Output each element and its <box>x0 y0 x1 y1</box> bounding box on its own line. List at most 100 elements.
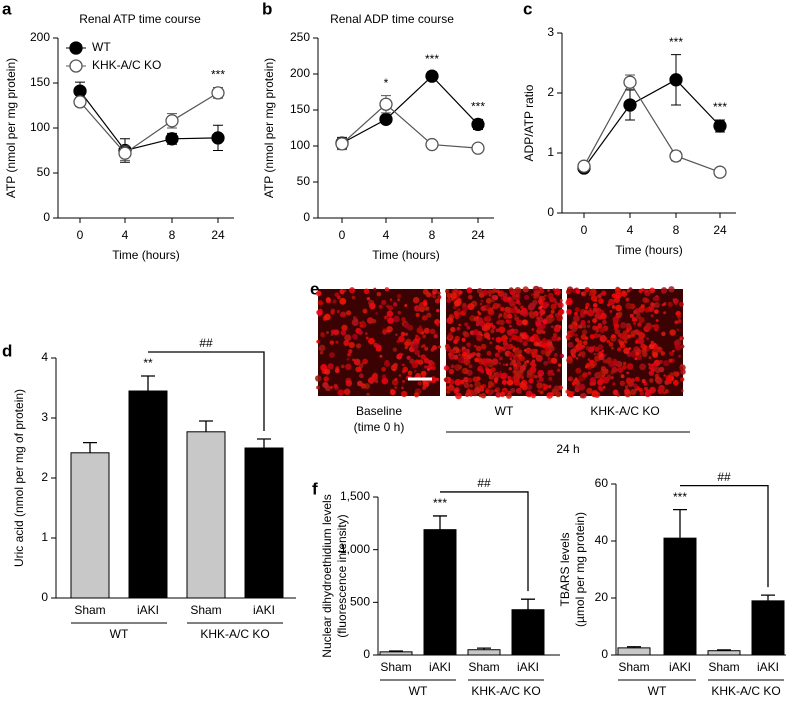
cell <box>332 299 337 304</box>
cell <box>598 323 603 328</box>
cell <box>497 315 501 319</box>
cell <box>533 336 540 342</box>
cell <box>480 369 485 374</box>
cell <box>453 349 456 353</box>
y-axis-label: ATP (nmol per mg protein) <box>4 58 18 198</box>
y-axis-label: ATP (nmol per mg protein) <box>262 58 276 198</box>
cell <box>454 314 460 320</box>
cell <box>589 362 596 369</box>
bar <box>707 650 741 656</box>
x-tick-label: Sham <box>74 603 105 617</box>
marker <box>577 159 591 173</box>
x-tick-label: 8 <box>673 223 680 237</box>
cell <box>454 364 462 371</box>
cell <box>669 372 674 377</box>
cell <box>357 367 362 372</box>
cell <box>663 391 666 395</box>
cell <box>600 312 607 320</box>
cell <box>501 379 507 385</box>
cell <box>464 392 470 398</box>
cell <box>566 297 573 305</box>
cell <box>643 386 648 391</box>
cell <box>523 335 528 340</box>
cell <box>648 343 655 350</box>
cell <box>425 365 428 369</box>
cell <box>479 320 486 327</box>
cell <box>594 347 600 352</box>
y-tick-label: 1,000 <box>340 542 370 556</box>
cell <box>625 377 633 385</box>
cell <box>627 334 632 339</box>
cell <box>633 383 639 389</box>
cell <box>653 323 660 331</box>
cell <box>592 325 598 331</box>
cell <box>654 296 660 302</box>
marker <box>379 112 393 127</box>
cell <box>403 322 410 329</box>
cell <box>453 299 461 307</box>
bar <box>186 431 226 599</box>
cell <box>569 393 574 398</box>
cell <box>665 374 673 382</box>
cell <box>476 288 483 294</box>
cell <box>384 287 390 292</box>
cell <box>531 393 536 399</box>
cell <box>444 343 450 349</box>
cell <box>611 346 614 350</box>
x-tick-label: 24 <box>713 223 727 237</box>
cell <box>386 329 390 333</box>
cell <box>579 312 585 318</box>
cell <box>448 368 455 375</box>
cell <box>422 288 429 295</box>
y-tick-label: 0 <box>303 210 310 224</box>
bar <box>617 647 651 656</box>
cell <box>419 325 423 329</box>
error-bar <box>83 441 97 453</box>
cell <box>552 333 557 337</box>
image-label: Baseline <box>356 404 402 418</box>
cell <box>525 390 533 398</box>
x-tick-label: iAKI <box>253 603 275 617</box>
bar <box>663 537 697 656</box>
cell <box>506 329 513 336</box>
cell <box>676 328 680 332</box>
cell <box>336 309 341 314</box>
cell <box>527 339 530 343</box>
image-label: WT <box>495 404 514 418</box>
cell <box>316 339 320 344</box>
cell <box>625 297 630 302</box>
cell <box>401 317 406 322</box>
bar <box>423 529 457 656</box>
x-tick-label: 4 <box>627 223 634 237</box>
cell <box>339 297 347 305</box>
cell <box>448 384 455 391</box>
cell <box>351 295 356 300</box>
cell <box>648 290 652 294</box>
cell <box>589 381 594 387</box>
cell <box>505 344 511 350</box>
panel-letter: e <box>310 279 319 298</box>
cell <box>315 290 322 297</box>
cell <box>522 340 528 347</box>
cell <box>499 306 505 312</box>
cell <box>681 389 684 392</box>
cell <box>512 369 517 374</box>
cell <box>513 379 521 386</box>
cell <box>529 361 536 367</box>
cell <box>610 376 614 380</box>
cell <box>672 349 675 353</box>
cell <box>476 323 480 327</box>
cell <box>343 340 350 346</box>
cell <box>626 363 634 370</box>
cell <box>514 370 522 378</box>
x-tick-label: 8 <box>169 228 176 242</box>
series-line <box>79 92 219 154</box>
cell <box>520 375 525 380</box>
cell <box>413 305 421 312</box>
cell <box>476 335 483 342</box>
cell <box>546 392 553 399</box>
cell <box>582 372 588 378</box>
cell <box>437 294 442 300</box>
cell <box>635 313 641 320</box>
cell <box>453 388 459 394</box>
